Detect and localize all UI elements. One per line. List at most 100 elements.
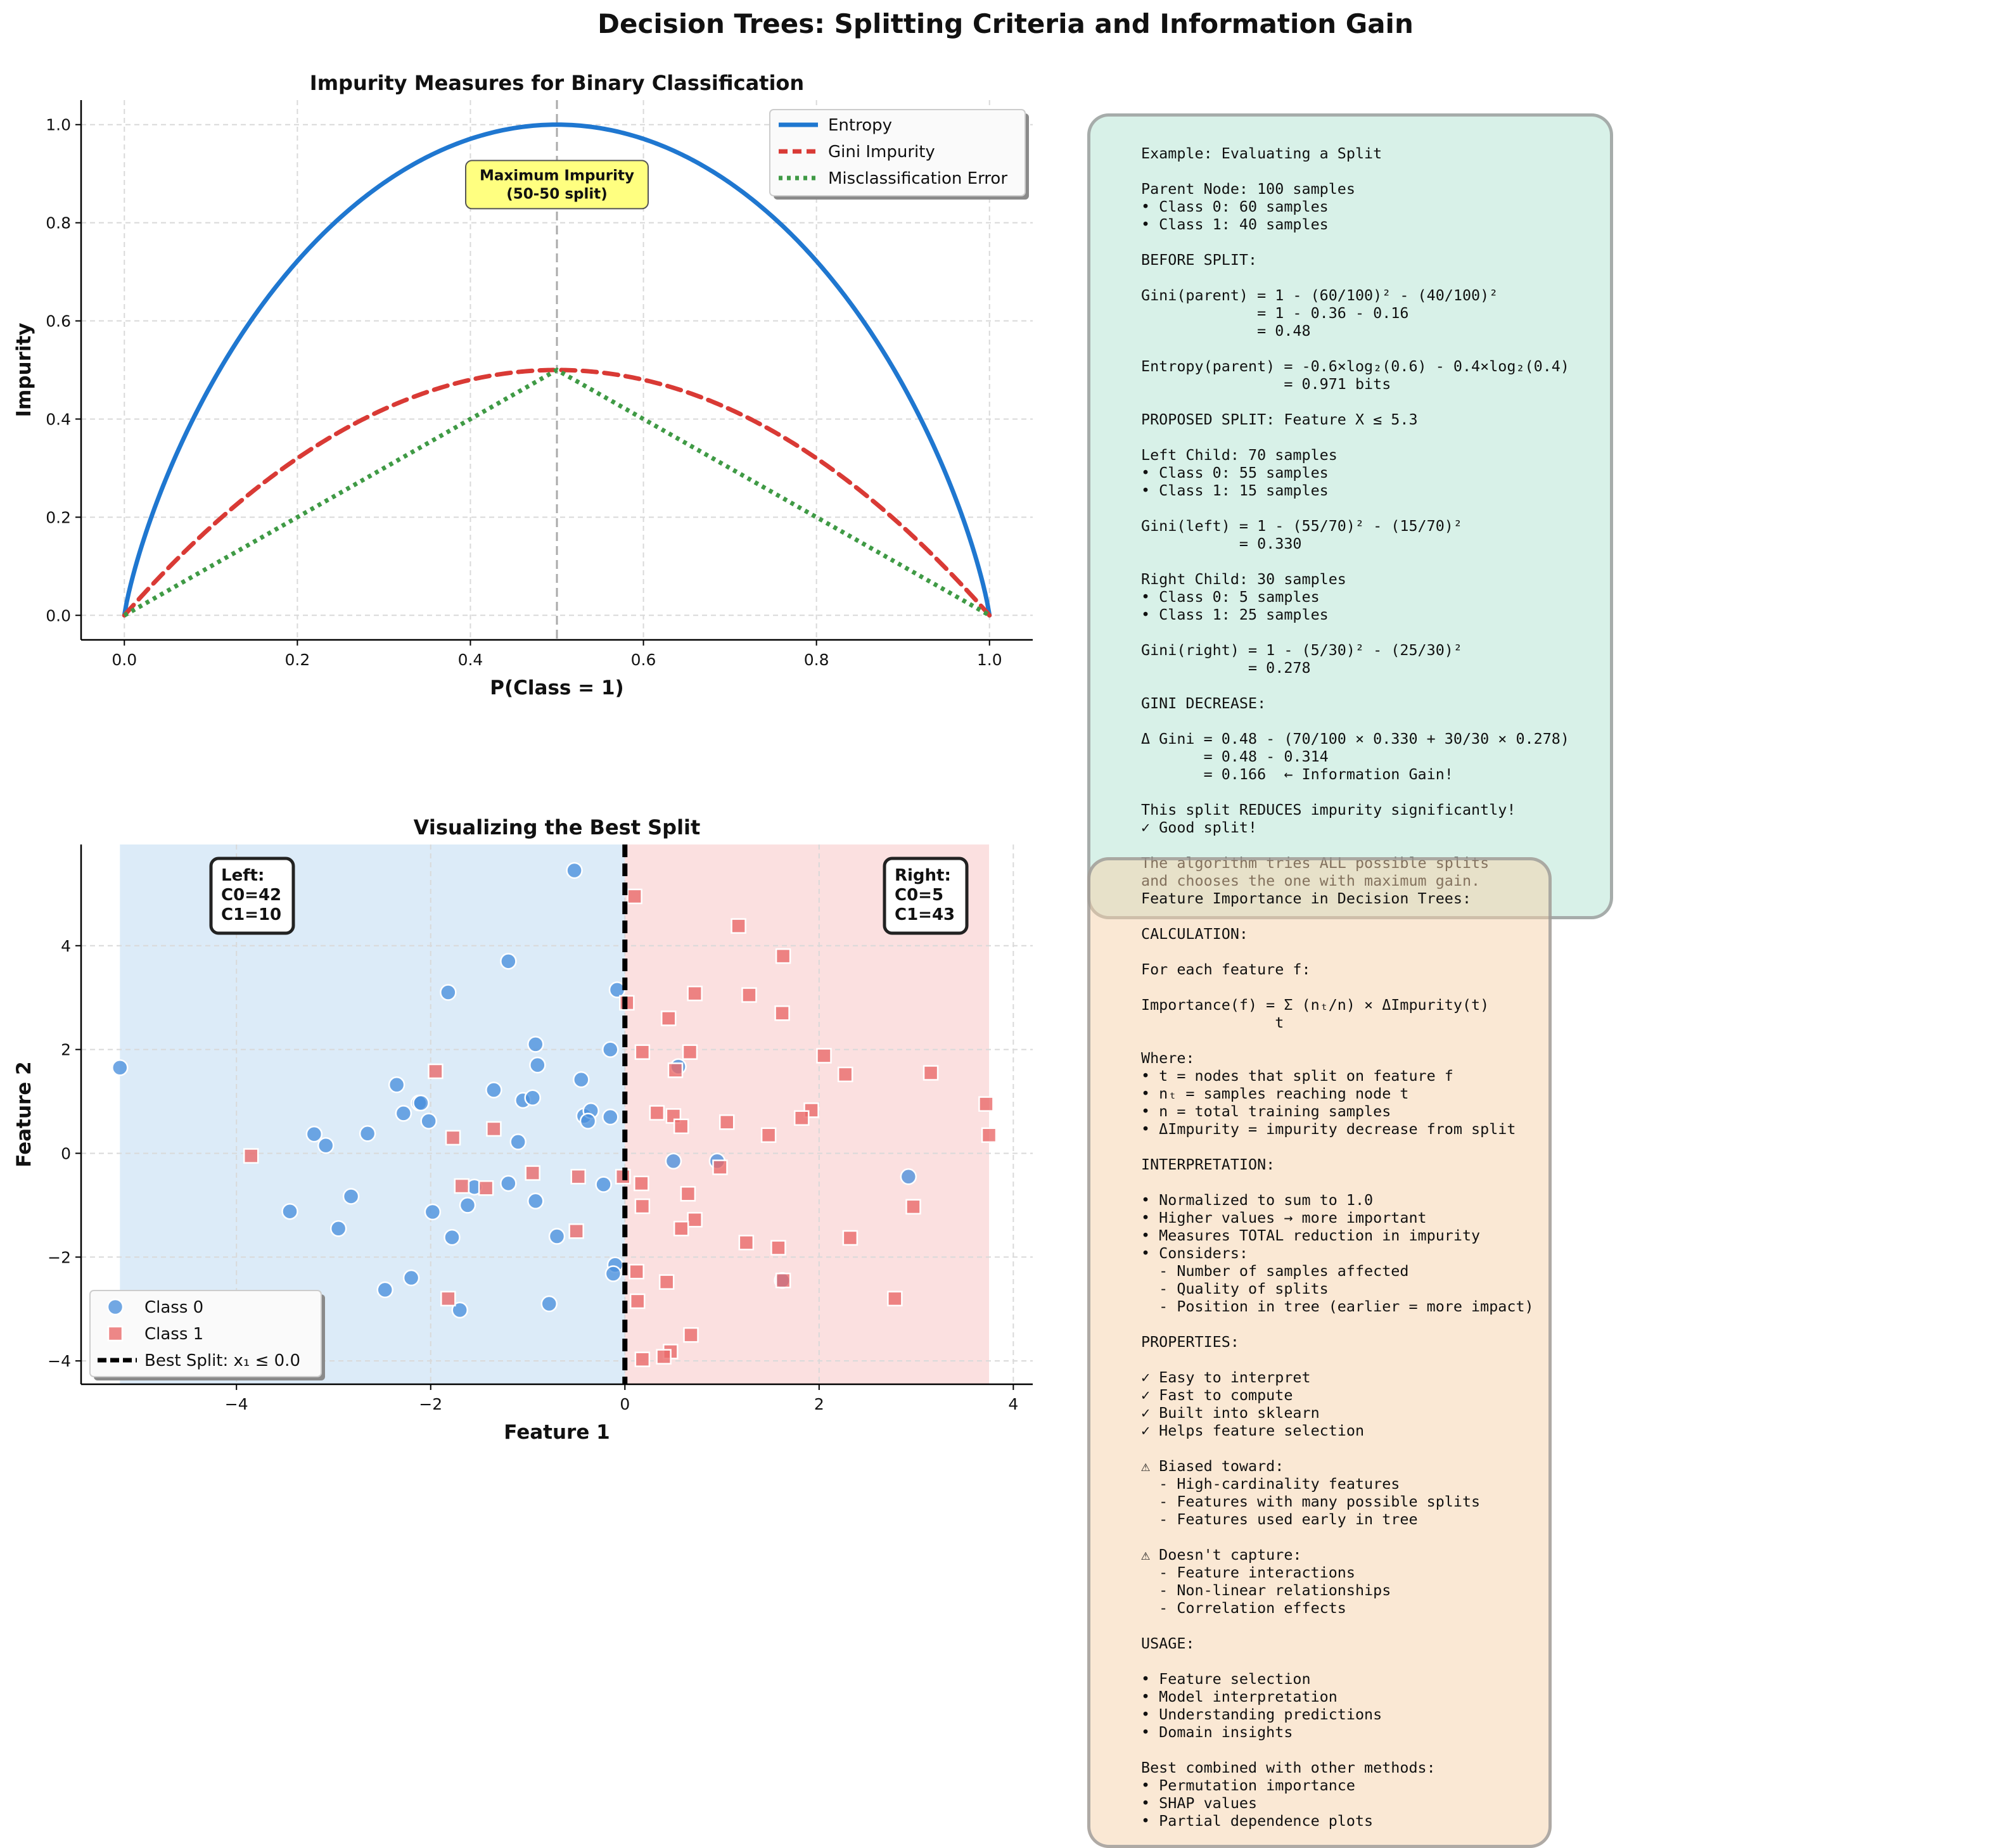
feature-importance-line: • Domain insights: [1141, 1723, 1293, 1741]
class0-point: [540, 1295, 558, 1313]
split-example-line: [1141, 783, 1610, 801]
split-example-line: [1141, 677, 1610, 694]
class1-point: [741, 987, 757, 1003]
split-example-line: [1141, 499, 1610, 517]
feature-importance-line: ✓ Built into sklearn: [1141, 1404, 1320, 1422]
feature-importance-line: • Considers:: [1141, 1244, 1248, 1262]
x-tick-label: 4: [1008, 1395, 1018, 1413]
split-example-line: [1141, 623, 1610, 641]
y-tick-label: 4: [61, 937, 71, 955]
figure-title: Decision Trees: Splitting Criteria and I…: [597, 8, 1414, 39]
chart-title: Visualizing the Best Split: [414, 815, 701, 839]
class1-point: [887, 1290, 903, 1307]
split-example-line: = 0.330: [1141, 535, 1302, 552]
split-example-line: Gini(left) = 1 - (55/70)² - (15/70)²: [1141, 517, 1462, 535]
feature-importance-line: • Feature selection: [1141, 1670, 1311, 1688]
class0-point: [500, 1175, 517, 1192]
class1-point: [243, 1148, 259, 1164]
class0-point: [500, 953, 517, 970]
class1-point: [634, 1351, 651, 1367]
class1-point: [731, 918, 746, 934]
annotation-text: (50-50 split): [506, 186, 608, 202]
x-tick-label: 0.2: [284, 651, 310, 669]
split-example-line: [1141, 836, 1610, 854]
split-example-line: = 0.48 - 0.314: [1141, 748, 1329, 765]
feature-importance-line: Feature Importance in Decision Trees:: [1141, 889, 1472, 907]
split-example-line: • Class 0: 55 samples: [1141, 464, 1329, 481]
class1-point: [667, 1062, 684, 1078]
class0-point: [485, 1081, 502, 1099]
split-example-line: = 0.278: [1141, 659, 1311, 677]
feature-importance-line: [1141, 1652, 1548, 1670]
legend-swatch-class0: [106, 1298, 124, 1316]
class0-point: [604, 1265, 622, 1282]
split-example-line: Example: Evaluating a Split: [1141, 144, 1382, 162]
feature-importance-line: ✓ Fast to compute: [1141, 1386, 1293, 1404]
class1-point: [661, 1010, 677, 1026]
class0-point: [529, 1056, 546, 1074]
class0-point: [548, 1228, 566, 1245]
x-axis-label: Feature 1: [504, 1421, 610, 1444]
class1-point: [658, 1274, 675, 1290]
class0-point: [281, 1202, 298, 1220]
feature-importance-line: • Partial dependence plots: [1141, 1812, 1374, 1830]
left-count-box: [209, 857, 295, 935]
x-tick-label: 2: [814, 1395, 824, 1413]
class1-point: [923, 1065, 939, 1081]
class0-point: [509, 1133, 527, 1150]
feature-importance-line: [1141, 1617, 1548, 1635]
feature-importance-line: - Position in tree (earlier = more impac…: [1141, 1297, 1534, 1315]
class1-point: [634, 1198, 651, 1214]
split-example-line: [1141, 233, 1610, 251]
feature-importance-line: [1141, 1741, 1548, 1759]
split-example-text: Example: Evaluating a Split Parent Node:…: [1141, 144, 1610, 889]
class0-point: [395, 1105, 412, 1122]
series-line-gini: [122, 367, 992, 618]
class0-point: [566, 862, 583, 879]
feature-importance-line: - High-cardinality features: [1141, 1475, 1400, 1493]
class1-point: [673, 1220, 689, 1237]
split-example-line: Δ Gini = 0.48 - (70/100 × 0.330 + 30/30 …: [1141, 730, 1569, 748]
split-example-line: [1141, 162, 1610, 180]
class1-point: [440, 1290, 456, 1307]
y-tick-label: −2: [48, 1248, 71, 1266]
split-example-line: PROPOSED SPLIT: Feature X ≤ 5.3: [1141, 411, 1418, 428]
feature-importance-line: ⚠ Biased toward:: [1141, 1457, 1284, 1475]
split-example-line: Parent Node: 100 samples: [1141, 180, 1355, 198]
class0-point: [317, 1137, 335, 1154]
split-example-line: = 0.166 ← Information Gain!: [1141, 765, 1453, 783]
class0-point: [359, 1125, 376, 1142]
impurity-chart: Maximum Impurity (50-50 split) 0.0 0.2 0.4 0.…: [13, 71, 1033, 699]
feature-importance-text: Feature Importance in Decision Trees: CA…: [1141, 889, 1548, 1830]
left-count-text: Left:: [221, 866, 264, 885]
split-example-line: Right Child: 30 samples: [1141, 570, 1346, 588]
y-tick-label: 0.4: [46, 410, 71, 428]
class1-point: [570, 1169, 586, 1185]
x-tick-label: 0.6: [631, 651, 656, 669]
class0-point: [900, 1168, 917, 1185]
y-axis-label: Impurity: [13, 322, 35, 417]
class1-point: [793, 1110, 810, 1126]
y-tick-label: 0.8: [46, 214, 71, 233]
class1-point: [649, 1105, 665, 1121]
feature-importance-line: • Normalized to sum to 1.0: [1141, 1191, 1374, 1209]
feature-importance-line: [1141, 1138, 1548, 1156]
legend-label: Best Split: x₁ ≤ 0.0: [144, 1351, 300, 1370]
series-line-entropy: [122, 122, 992, 618]
legend-label: Class 1: [144, 1325, 203, 1344]
class0-point: [595, 1176, 612, 1193]
class1-point: [656, 1349, 672, 1365]
class0-point: [112, 1059, 129, 1076]
class1-point: [687, 1212, 703, 1228]
class0-point: [579, 1112, 597, 1130]
legend-box: [89, 1290, 322, 1377]
class1-point: [673, 1118, 689, 1135]
split-example-line: ✓ Good split!: [1141, 819, 1258, 836]
feature-importance-line: Best combined with other methods:: [1141, 1759, 1436, 1776]
x-tick-label: −2: [419, 1395, 442, 1413]
class1-point: [629, 1263, 644, 1280]
feature-importance-line: [1141, 1439, 1548, 1457]
x-tick-label: −4: [225, 1395, 248, 1413]
legend-label: Gini Impurity: [828, 143, 935, 162]
